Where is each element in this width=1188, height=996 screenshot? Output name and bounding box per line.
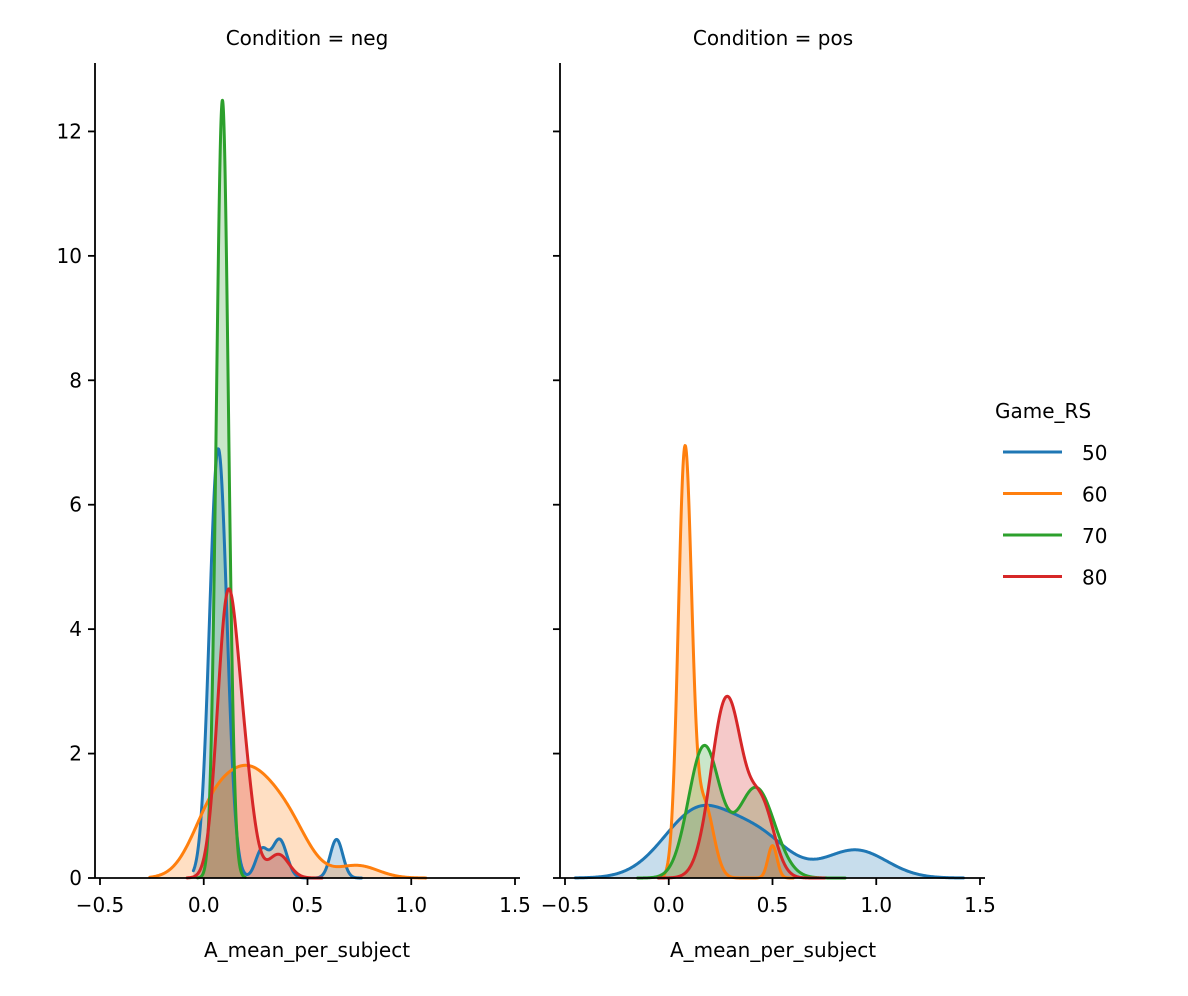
kde-line-70 [196,98,247,880]
legend-label-80: 80 [1082,566,1107,590]
axes-pos: −0.5 0.0 0.5 1.0 1.5 [541,63,996,917]
x-tick-label: 0.5 [757,893,789,917]
legend-title: Game_RS [995,399,1091,423]
x-tick-label: 1.5 [964,893,996,917]
legend-label-50: 50 [1082,441,1107,465]
y-tick-label: 6 [69,493,82,517]
y-tick-label: 8 [69,368,82,392]
y-tick-label: 10 [57,244,82,268]
kde-line-80 [185,587,324,880]
x-axis-label-pos: A_mean_per_subject [670,938,876,962]
kde-line-60 [148,763,428,880]
kde-fill-70 [637,745,846,878]
kde-line-60 [656,444,795,880]
legend-label-60: 60 [1082,483,1107,507]
legend-label-70: 70 [1082,524,1107,548]
y-tick-label: 12 [57,119,82,143]
kde-line-50 [573,803,965,880]
legend-entries: 50 60 70 80 [1003,441,1107,590]
axes-neg: −0.5 0.0 0.5 1.0 1.5 0 2 4 6 8 10 12 [57,63,531,917]
kde-line-80 [656,694,826,880]
legend: Game_RS 50 60 70 80 [995,399,1107,590]
x-tick-label: 1.0 [395,893,427,917]
kde-fill-80 [658,696,825,878]
y-tick-label: 4 [69,617,82,641]
panel-title-pos: Condition = pos [693,26,853,50]
x-tick-label: 1.5 [499,893,531,917]
kde-fill-50 [193,448,362,878]
x-tick-label: 0.0 [188,893,220,917]
panel-pos: Condition = pos −0.5 0.0 0.5 1.0 1.5 A_mean_… [541,26,996,962]
kde-fill-60 [658,445,794,878]
y-tick-label: 0 [69,866,82,890]
curves-neg [148,98,428,880]
x-tick-label: 1.0 [860,893,892,917]
x-axis-label-neg: A_mean_per_subject [204,938,410,962]
kde-line-50 [191,447,363,880]
curves-pos [573,444,965,880]
y-tick-label: 2 [69,742,82,766]
panel-neg: Condition = neg −0.5 0.0 0.5 1.0 1.5 0 2 4 6 8 10 1… [57,26,531,962]
kde-fill-60 [149,765,426,878]
panel-title-neg: Condition = neg [226,26,389,50]
x-tick-label: −0.5 [76,893,125,917]
x-tick-label: −0.5 [541,893,590,917]
x-tick-label: 0.0 [653,893,685,917]
x-tick-label: 0.5 [292,893,324,917]
